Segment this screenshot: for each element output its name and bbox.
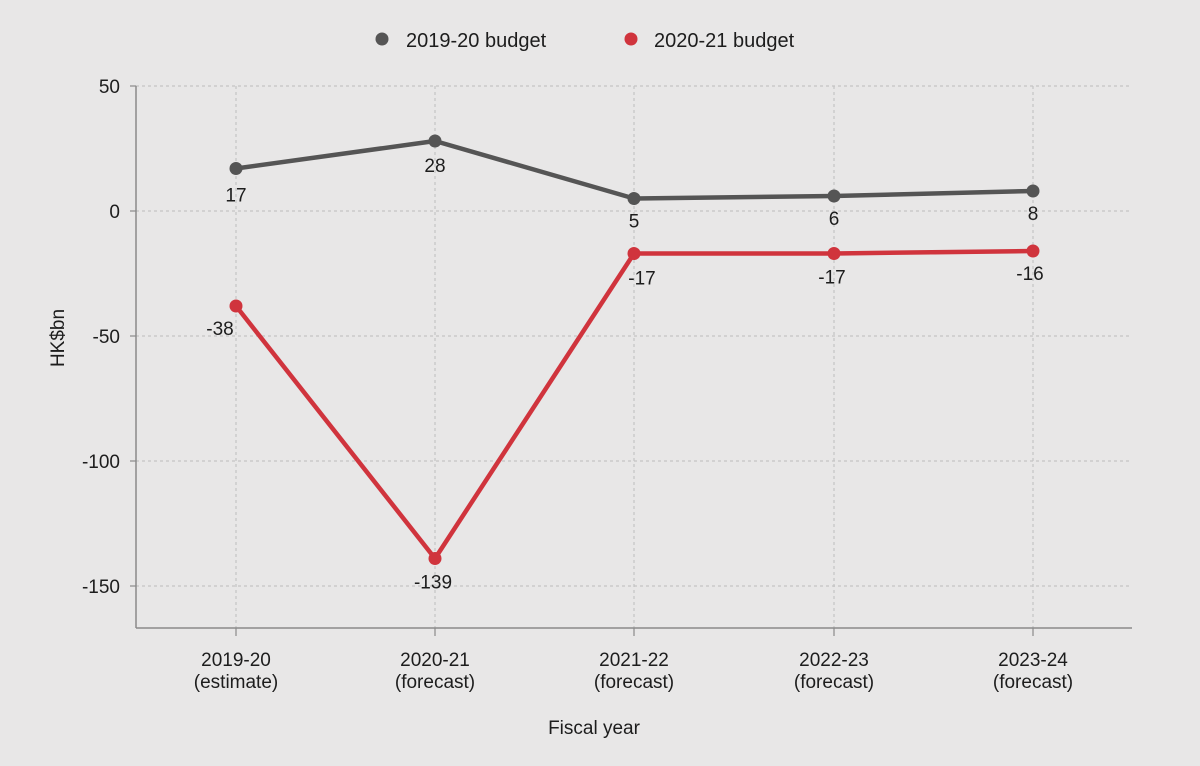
data-point [428, 552, 442, 565]
y-tick-label: 50 [99, 77, 120, 98]
x-tick-label-line: (estimate) [194, 672, 278, 693]
x-tick-label-line: 2019-20 [201, 650, 271, 671]
legend-label: 2020-21 budget [654, 30, 795, 52]
x-tick-label-line: (forecast) [594, 672, 674, 693]
x-tick-label: 2019-20 (estimate) [194, 650, 278, 693]
data-point [627, 192, 641, 205]
y-tick-label: -100 [82, 452, 120, 473]
x-tick-label-line: (forecast) [395, 672, 475, 693]
data-point [827, 247, 841, 260]
x-tick-label: 2023-24 (forecast) [993, 650, 1073, 693]
data-point [1026, 244, 1040, 258]
legend-marker [375, 32, 389, 46]
x-tick-label: 2021-22 (forecast) [594, 650, 674, 693]
y-axis-title: HK$bn [48, 309, 69, 367]
data-label: -17 [818, 268, 845, 289]
data-label: 6 [829, 209, 840, 230]
grid-lines [136, 85, 1132, 628]
data-point [229, 162, 243, 175]
data-label: 5 [629, 212, 640, 233]
data-label: 28 [424, 156, 445, 177]
data-point [229, 299, 243, 313]
data-point [1026, 184, 1040, 198]
data-point [827, 189, 841, 203]
data-label: 8 [1028, 204, 1039, 225]
data-labels: 17 28 5 6 8 -38 -139 -17 -17 -16 [206, 156, 1043, 594]
data-label: -38 [206, 319, 233, 340]
x-tick-label: 2020-21 (forecast) [395, 650, 475, 693]
x-axis-title: Fiscal year [548, 718, 641, 739]
x-tick-label-line: (forecast) [794, 672, 874, 693]
y-tick-label: -150 [82, 577, 120, 598]
x-tick-label-line: 2022-23 [799, 650, 869, 671]
data-label: -16 [1016, 264, 1043, 285]
x-tick-label-line: (forecast) [993, 672, 1073, 693]
data-label: -139 [414, 573, 452, 594]
series-group [229, 134, 1040, 565]
y-tick-label: -50 [93, 327, 120, 348]
x-tick-label-line: 2023-24 [998, 650, 1068, 671]
x-tick-label-line: 2021-22 [599, 650, 669, 671]
legend: 2019-20 budget 2020-21 budget [375, 30, 795, 52]
legend-label: 2019-20 budget [406, 30, 547, 52]
x-tick-label: 2022-23 (forecast) [794, 650, 874, 693]
legend-marker [624, 32, 638, 46]
data-point [627, 247, 641, 260]
data-label: -17 [628, 269, 655, 290]
y-tick-label: 0 [109, 202, 120, 223]
x-tick-label-line: 2020-21 [400, 650, 470, 671]
data-label: 17 [225, 186, 246, 207]
data-point [428, 134, 442, 148]
